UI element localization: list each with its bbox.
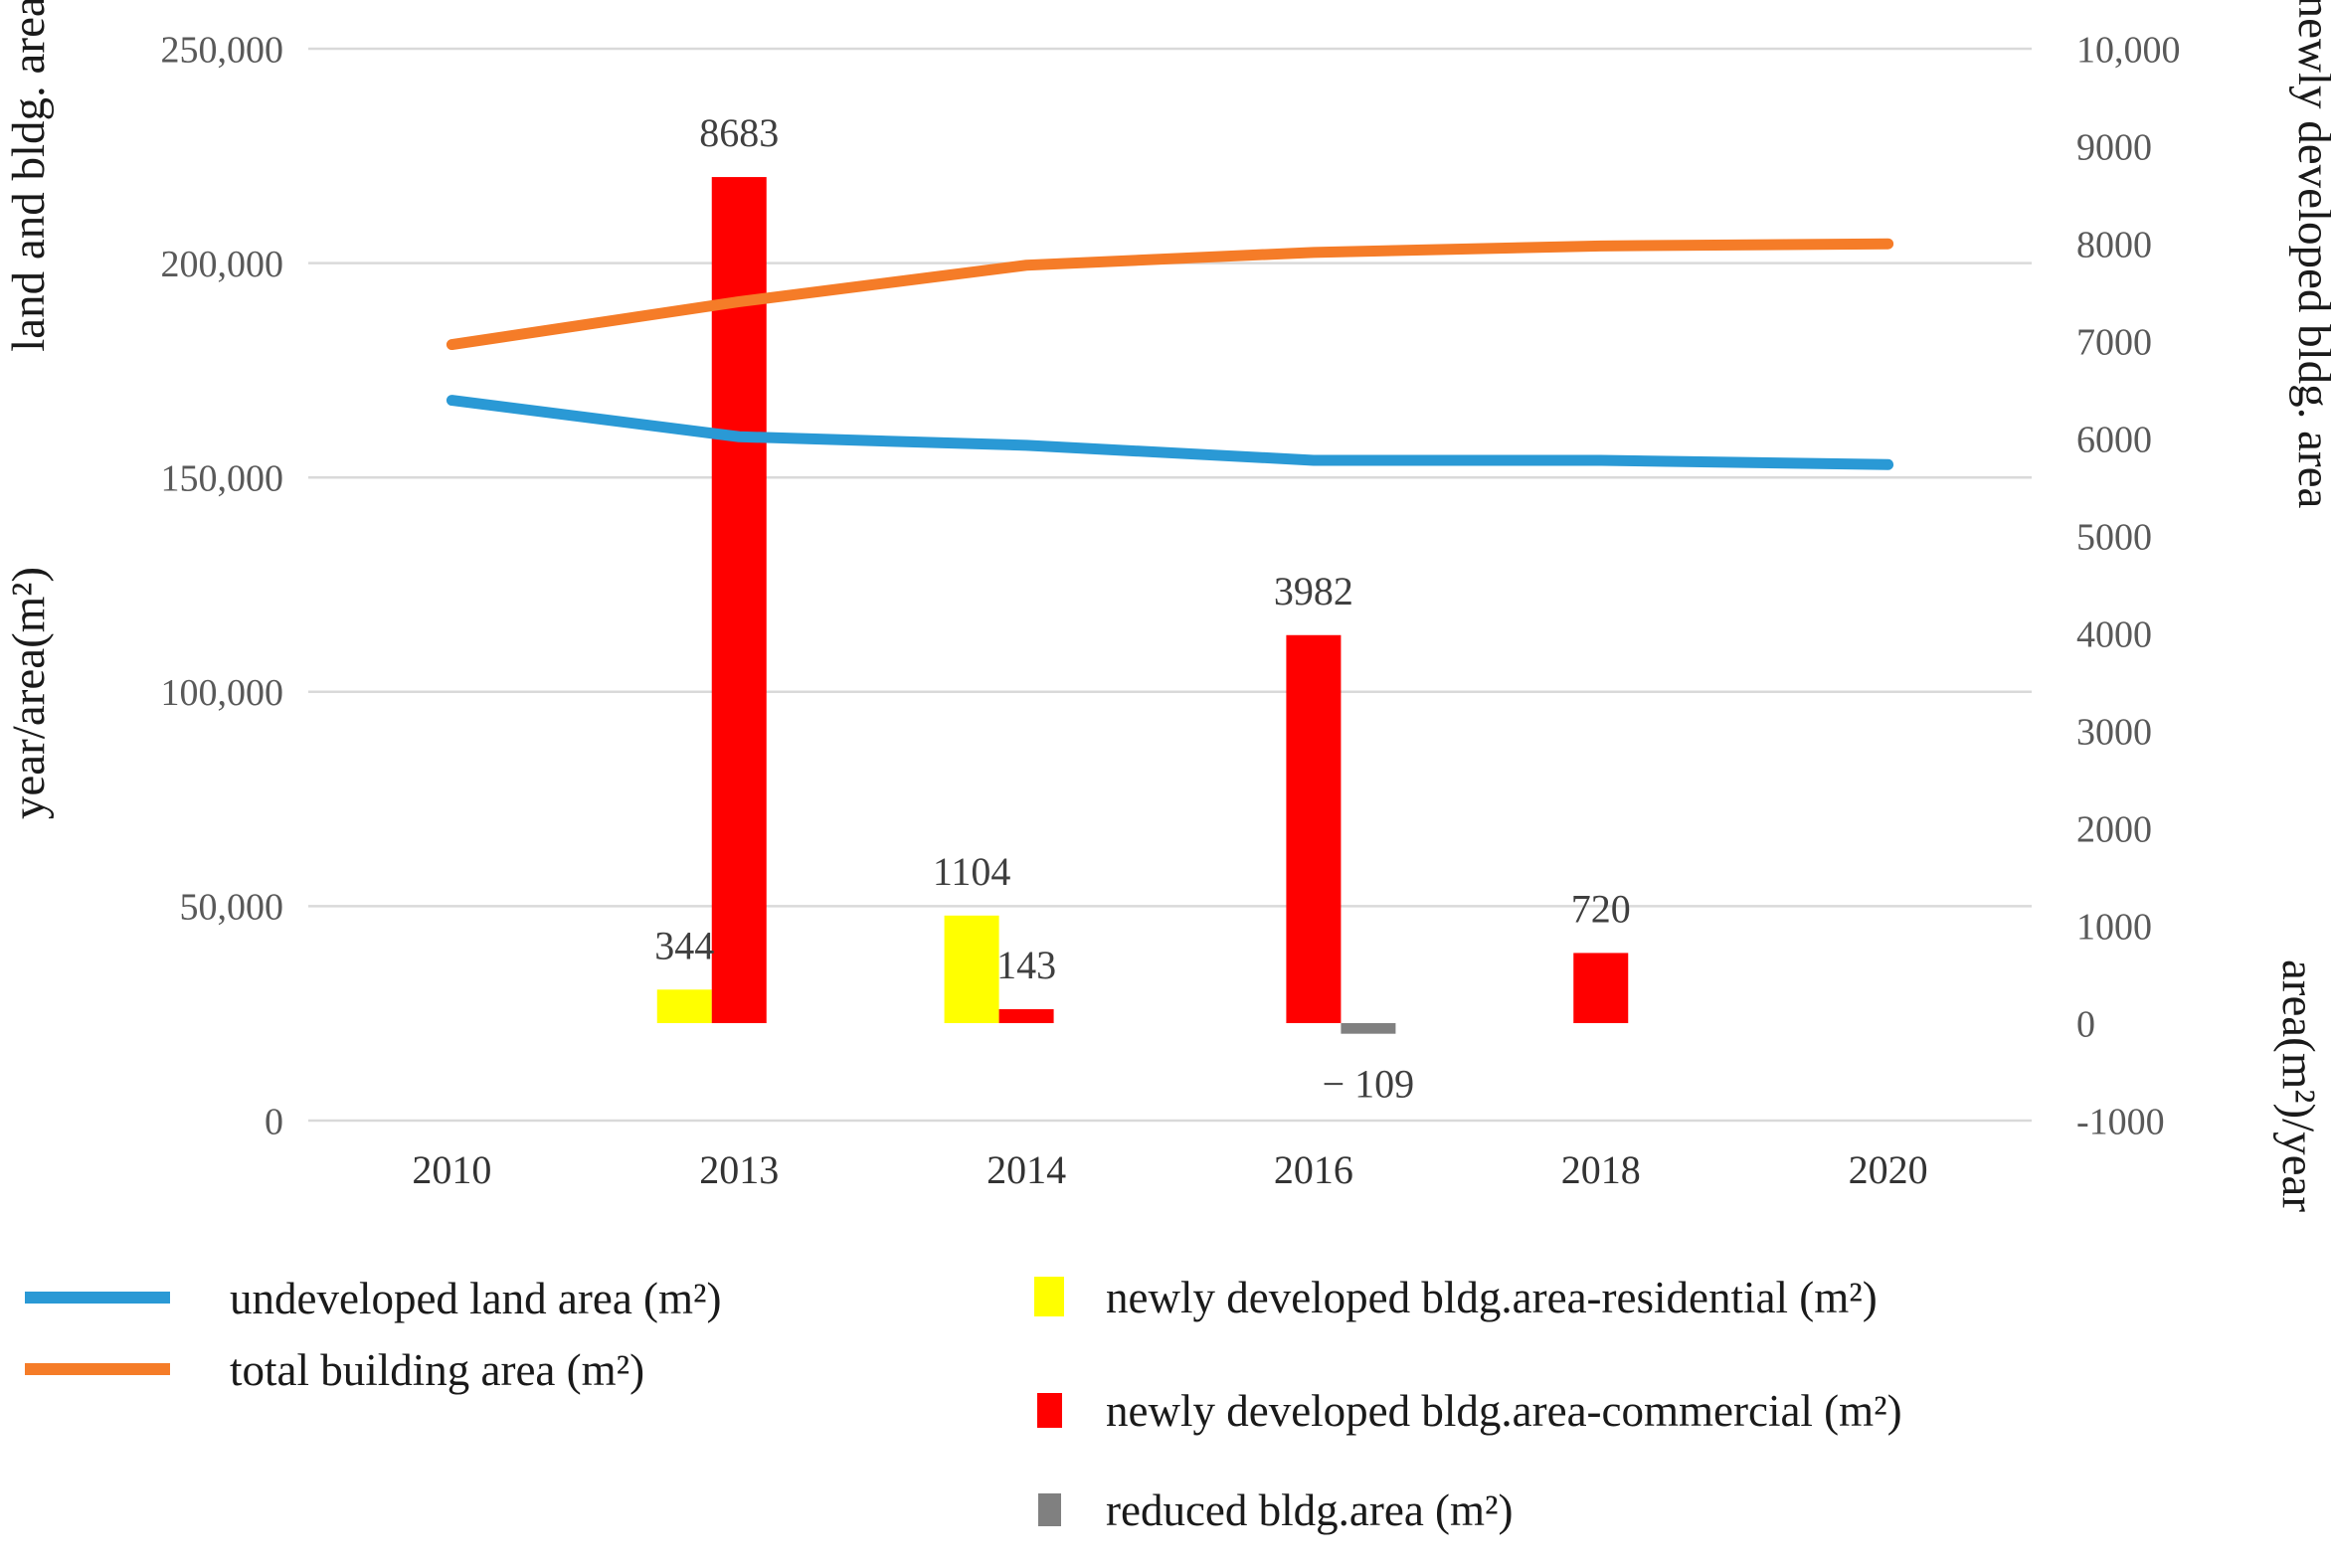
left-axis-tick-label: 150,000: [161, 458, 284, 500]
data-label-reduced-2016: − 109: [1323, 1062, 1415, 1107]
bar-residential-2014: [944, 915, 999, 1023]
legend-line-swatch-undeveloped: [25, 1292, 170, 1304]
right-axis-tick-label: 9000: [2076, 126, 2152, 168]
right-axis-tick-label: 8000: [2076, 224, 2152, 265]
bar-commercial-2014: [998, 1008, 1054, 1023]
bar-reduced-2016: [1341, 1023, 1396, 1034]
right-axis-tick-label: 3000: [2076, 711, 2152, 753]
left-axis-title-upper: land and bldg. area: [3, 0, 55, 352]
year-label-2013: 2013: [699, 1147, 779, 1192]
right-axis-tick-labels: 10,000 9000 8000 7000 6000 5000 4000 3000 2000 10…: [2076, 29, 2181, 1142]
legend-line-swatch-total-building: [25, 1363, 170, 1375]
legend-label-undeveloped: undeveloped land area (m²): [230, 1274, 722, 1323]
year-label-2020: 2020: [1849, 1147, 1928, 1192]
bar-residential-2013: [656, 989, 712, 1023]
legend-label-commercial: newly developed bldg.area-commercial (m²…: [1106, 1386, 1902, 1436]
data-label-commercial-2014: 143: [996, 943, 1056, 987]
right-axis-tick-label: 4000: [2076, 613, 2152, 655]
left-axis-title-lower: year/area(m²): [3, 567, 55, 819]
right-axis-tick-label: 1000: [2076, 906, 2152, 948]
left-axis-tick-labels: 250,000 200,000 150,000 100,000 50,000 0: [161, 29, 284, 1142]
line-undeveloped: [446, 395, 1894, 470]
year-label-2014: 2014: [986, 1147, 1066, 1192]
legend-square-swatch-commercial: [1037, 1393, 1062, 1428]
legend-label-reduced: reduced bldg.area (m²): [1106, 1485, 1514, 1535]
data-label-commercial-2016: 3982: [1274, 569, 1353, 613]
legend-label-total-building: total building area (m²): [230, 1345, 644, 1395]
right-axis-tick-label: 2000: [2076, 808, 2152, 850]
data-label-residential-2013: 344: [654, 923, 714, 967]
line-series-group: [446, 238, 1894, 470]
bar-series-group: [656, 177, 1629, 1034]
data-label-commercial-2018: 720: [1571, 886, 1631, 931]
left-axis-tick-label: 250,000: [161, 29, 284, 71]
bar-data-labels: 344 1104 8683 143 3982 720 − 109: [654, 110, 1631, 1107]
data-label-commercial-2013: 8683: [699, 110, 779, 155]
year-label-2016: 2016: [1274, 1147, 1353, 1192]
left-axis-tick-label: 100,000: [161, 672, 284, 714]
x-axis-year-labels: 2010 2013 2014 2016 2018 2020: [412, 1147, 1927, 1192]
right-axis-title-upper: newly developed bldg. area: [2288, 0, 2331, 509]
left-axis-tick-label: 0: [265, 1101, 283, 1142]
year-label-2010: 2010: [412, 1147, 491, 1192]
left-axis-tick-label: 200,000: [161, 244, 284, 285]
legend-label-residential: newly developed bldg.area-residential (m…: [1106, 1273, 1878, 1322]
legend-square-swatch-residential: [1034, 1277, 1064, 1316]
right-axis-title-lower: area(m²)/year: [2272, 959, 2324, 1212]
data-label-residential-2014: 1104: [933, 849, 1011, 894]
year-label-2018: 2018: [1561, 1147, 1641, 1192]
right-axis-tick-label: 6000: [2076, 419, 2152, 460]
bar-commercial-2013: [711, 177, 767, 1024]
right-axis-tick-label: 5000: [2076, 516, 2152, 558]
left-axis-tick-label: 50,000: [180, 887, 284, 929]
chart-legend: undeveloped land area (m²) total buildin…: [25, 1273, 1902, 1535]
legend-square-swatch-reduced: [1038, 1493, 1061, 1526]
line-total-building: [446, 238, 1894, 351]
right-axis-tick-label: 0: [2076, 1003, 2095, 1045]
right-axis-tick-label: 7000: [2076, 321, 2152, 363]
right-axis-tick-label: 10,000: [2076, 29, 2181, 71]
bar-commercial-2016: [1286, 634, 1342, 1023]
right-axis-tick-label: -1000: [2076, 1101, 2165, 1142]
gridlines: [308, 47, 2032, 1123]
bar-commercial-2018: [1573, 953, 1629, 1023]
